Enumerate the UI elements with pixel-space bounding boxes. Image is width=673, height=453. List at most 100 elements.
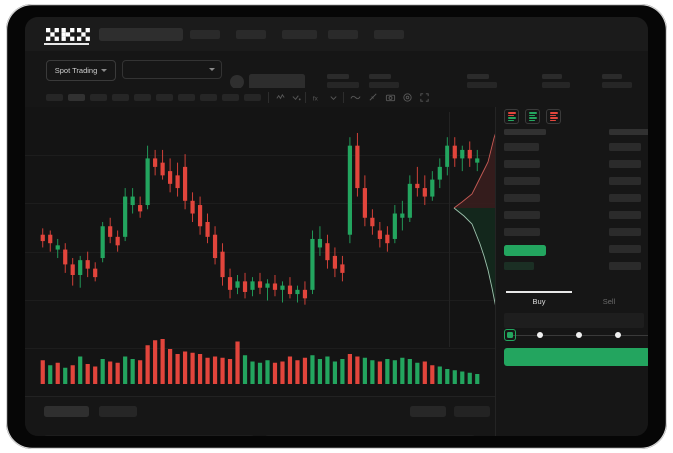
volume-bar [280,361,285,384]
chart-bottom-tabs [25,396,495,436]
orderbook-row-right[interactable] [609,194,641,202]
order-field-1[interactable] [504,313,644,328]
toolbar-button-6[interactable] [156,94,173,101]
camera-icon[interactable] [385,92,396,103]
orderbook-row-left[interactable] [504,245,546,256]
candle-body [123,196,128,237]
stat-3 [467,74,497,88]
candle-body [48,234,53,244]
step-current-fill [507,332,513,338]
toolbar-divider-3 [343,92,344,103]
volume-bar [325,356,330,384]
orderbook-row-left[interactable] [504,143,539,151]
volume-bar [70,365,75,384]
candle-body [400,213,405,218]
bottom-tab-2[interactable] [99,406,137,417]
orderbook-row-right[interactable] [609,262,641,270]
ruler-icon[interactable] [368,92,379,103]
chevron-down-icon[interactable] [328,92,339,103]
stat-3-value [467,82,497,88]
stat-5-label [602,74,622,79]
orderbook-row-left[interactable] [504,194,540,202]
candle-body [182,166,188,201]
orderbook-row-left[interactable] [504,177,540,185]
place-order-button[interactable] [504,348,648,366]
svg-text:fx: fx [313,95,319,102]
volume-bar [445,369,450,384]
volume-bar [347,354,352,384]
orderbook-asks-icon[interactable] [546,109,561,124]
orderbook-row-right[interactable] [609,177,641,185]
bottom-right-button-1[interactable] [410,406,446,417]
candle-body [130,196,135,206]
orderbook-row-right[interactable] [609,245,641,253]
volume-bar [78,356,83,384]
bottom-panel-1[interactable] [44,435,254,436]
bottom-tab-1[interactable] [44,406,89,417]
nav-item-5[interactable] [374,30,404,39]
step-dot-2[interactable] [537,331,543,338]
market-type-dropdown[interactable]: Spot Trading [46,60,116,81]
gridline-4 [25,300,495,301]
stat-3-label [467,74,489,79]
toolbar-button-9[interactable] [222,94,239,101]
orderbook-row-left[interactable] [504,160,540,168]
volume-bar [377,361,382,384]
volume-bar [407,359,412,384]
tab-buy[interactable]: Buy [532,297,546,306]
volume-bar [272,362,278,384]
price-chart-pane[interactable] [25,107,495,396]
nav-item-2[interactable] [236,30,266,39]
toolbar-button-10[interactable] [244,94,261,101]
orderbook-row-left[interactable] [504,228,540,236]
orderbook-row-left[interactable] [504,262,534,270]
orderbook-both-icon[interactable] [504,109,519,124]
orderbook-row-right[interactable] [609,143,641,151]
volume-bar [168,349,173,384]
toolbar-button-7[interactable] [178,94,195,101]
step-current-marker[interactable] [504,329,516,341]
step-dot-3[interactable] [576,331,582,338]
wave-chart-icon[interactable] [350,92,361,103]
bottom-right-button-2[interactable] [454,406,490,417]
tab-sell[interactable]: Sell [602,297,616,306]
nav-item-4[interactable] [328,30,358,39]
volume-bar [153,340,158,384]
bottom-panel-2[interactable] [265,435,475,436]
toolbar-button-1[interactable] [46,94,63,101]
toolbar-button-3[interactable] [90,94,107,101]
volume-bar [182,351,188,384]
orderbook-row-right[interactable] [609,211,641,219]
candle-body [437,166,442,180]
step-dot-4[interactable] [615,331,621,338]
nav-item-3[interactable] [282,30,317,39]
trading-pair-dropdown[interactable] [122,60,222,79]
toolbar-button-4[interactable] [112,94,129,101]
candle-body [145,158,150,206]
toolbar-button-8[interactable] [200,94,217,101]
candlestick-chart-icon[interactable] [275,92,286,103]
toolbar-button-2[interactable] [68,94,85,101]
stat-4-label [542,74,562,79]
volume-bar [227,359,233,384]
orderbook-right-header [609,129,648,135]
indicators-icon[interactable]: fx [311,92,322,103]
candle-body [235,281,240,288]
orderbook-row-right[interactable] [609,228,641,236]
toolbar-divider-2 [305,92,306,103]
volume-bar [220,357,225,384]
nav-item-1[interactable] [190,30,220,39]
orderbook-bids-icon[interactable] [525,109,540,124]
okx-wordmark-logo[interactable] [46,28,90,41]
global-search-input[interactable] [99,28,183,41]
fullscreen-icon[interactable] [419,92,430,103]
line-chart-icon[interactable] [291,92,302,103]
volume-bar [332,361,338,384]
toolbar-button-5[interactable] [134,94,151,101]
orderbook-row-left[interactable] [504,211,540,219]
settings-gear-icon[interactable] [402,92,413,103]
volume-bar [310,355,315,384]
orderbook-row-right[interactable] [609,160,641,168]
volume-bar [467,372,472,384]
orderbook-left-header [504,129,546,135]
